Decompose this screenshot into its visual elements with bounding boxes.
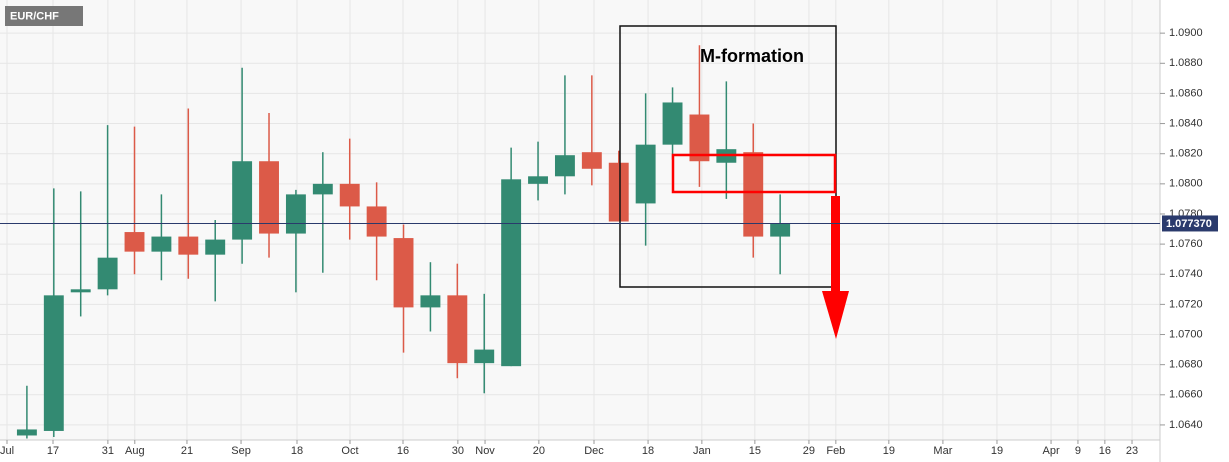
x-tick-label: 21 (181, 445, 193, 457)
candle-body (124, 232, 145, 252)
x-tick-label: Jul (0, 445, 14, 457)
x-tick-label: Mar (933, 445, 952, 457)
candle-body (501, 179, 522, 367)
candle-body (474, 349, 495, 364)
symbol-box (5, 6, 83, 26)
candle-body (366, 206, 387, 237)
candles (16, 45, 791, 439)
x-tick-label: Jan (693, 445, 711, 457)
candle-body (393, 238, 414, 308)
candle-body (43, 295, 64, 431)
x-tick-label: 18 (291, 445, 303, 457)
y-tick-label: 1.0640 (1169, 419, 1203, 431)
x-tick-label: 16 (397, 445, 409, 457)
x-tick-label: 18 (642, 445, 654, 457)
candle-body (447, 295, 468, 364)
y-tick-label: 1.0900 (1169, 27, 1203, 39)
candle-body (70, 289, 91, 293)
annotation-box (671, 153, 837, 194)
x-tick-label: Feb (826, 445, 845, 457)
x-tick-label: 9 (1075, 445, 1081, 457)
price-label-box (1162, 215, 1218, 232)
x-tick-label: 31 (102, 445, 114, 457)
x-tick-label: Aug (125, 445, 145, 457)
candle-body (339, 183, 360, 207)
annotation: M-formation (700, 46, 804, 66)
candle-body (528, 176, 548, 184)
candle-body (97, 257, 118, 290)
candle-body (151, 236, 172, 252)
x-tick-label: Oct (341, 445, 358, 457)
candle-body (770, 223, 791, 237)
y-tick-label: 1.0740 (1169, 268, 1203, 280)
y-tick-label: 1.0820 (1169, 148, 1203, 160)
x-tick-label: 16 (1099, 445, 1111, 457)
candle-body (635, 144, 656, 204)
y-tick-label: 1.0660 (1169, 389, 1203, 401)
candle-body (689, 114, 710, 162)
candle-body (259, 161, 279, 234)
arrow-shaft (831, 196, 840, 292)
x-tick-label: Sep (231, 445, 251, 457)
grid (0, 0, 1160, 440)
y-tick-label: 1.0760 (1169, 238, 1203, 250)
plot-background (0, 0, 1160, 440)
x-tick-label: 15 (749, 445, 761, 457)
x-tick-label: Apr (1042, 445, 1059, 457)
y-tick-label: 1.0720 (1169, 298, 1203, 310)
x-tick-label: 19 (991, 445, 1003, 457)
arrow-head (822, 291, 849, 339)
x-tick-label: Dec (584, 445, 604, 457)
y-tick-label: 1.0700 (1169, 328, 1203, 340)
x-tick-label: 23 (1126, 445, 1138, 457)
x-tick-label: 29 (803, 445, 815, 457)
x-tick-label: 30 (452, 445, 464, 457)
candle-body (312, 183, 333, 195)
chart-title: EUR/CHF (10, 10, 59, 22)
candle-body (178, 236, 199, 255)
candle-body (581, 152, 602, 169)
candle-body (16, 429, 37, 436)
y-tick-label: 1.0680 (1169, 359, 1203, 371)
x-tick-label: 19 (883, 445, 895, 457)
y-tick-label: 1.0840 (1169, 117, 1203, 129)
candle-body (608, 162, 629, 222)
candle-body (285, 194, 306, 234)
x-tick-label: Nov (475, 445, 495, 457)
x-tick-label: 20 (533, 445, 545, 457)
price-label: 1.077370 (1166, 218, 1212, 230)
y-tick-label: 1.0860 (1169, 87, 1203, 99)
candle-body (743, 152, 764, 237)
candle-body (662, 102, 683, 145)
candle-body (554, 155, 575, 177)
y-tick-label: 1.0800 (1169, 178, 1203, 190)
candle-body (420, 295, 441, 308)
candle-body (232, 161, 253, 240)
x-tick-label: 17 (47, 445, 59, 457)
y-tick-label: 1.0880 (1169, 57, 1203, 69)
candle-body (205, 239, 226, 255)
